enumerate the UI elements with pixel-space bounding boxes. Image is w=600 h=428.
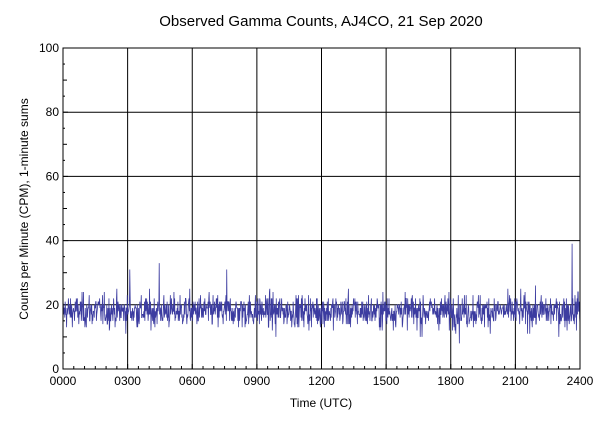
y-tick-label: 40 <box>46 234 60 248</box>
grid-lines <box>63 48 580 369</box>
x-tick-label: 1800 <box>437 374 464 388</box>
x-tick-label: 0000 <box>50 374 77 388</box>
y-tick-label: 80 <box>46 105 60 119</box>
x-axis-label: Time (UTC) <box>290 396 352 410</box>
y-tick-label: 60 <box>46 169 60 183</box>
y-axis-ticks: 0 20 40 60 80 100 <box>39 41 59 376</box>
x-tick-label: 0600 <box>179 374 206 388</box>
y-axis-label: Counts per Minute (CPM), 1-minute sums <box>17 98 31 319</box>
series-layer <box>62 243 581 344</box>
chart-title: Observed Gamma Counts, AJ4CO, 21 Sep 202… <box>159 13 483 30</box>
x-tick-label: 1500 <box>373 374 400 388</box>
y-tick-label: 100 <box>39 41 59 55</box>
y-tick-label: 20 <box>46 298 60 312</box>
plot-frame <box>62 47 581 370</box>
x-tick-label: 2400 <box>567 374 594 388</box>
x-tick-label: 0300 <box>114 374 141 388</box>
x-tick-label: 0900 <box>244 374 271 388</box>
x-tick-label: 1200 <box>308 374 335 388</box>
x-tick-label: 2100 <box>502 374 529 388</box>
series-line <box>62 243 581 344</box>
y-tick-label: 0 <box>52 362 59 376</box>
x-axis-ticks: 0000 0300 0600 0900 1200 1500 1800 2100 2400 <box>50 374 594 388</box>
